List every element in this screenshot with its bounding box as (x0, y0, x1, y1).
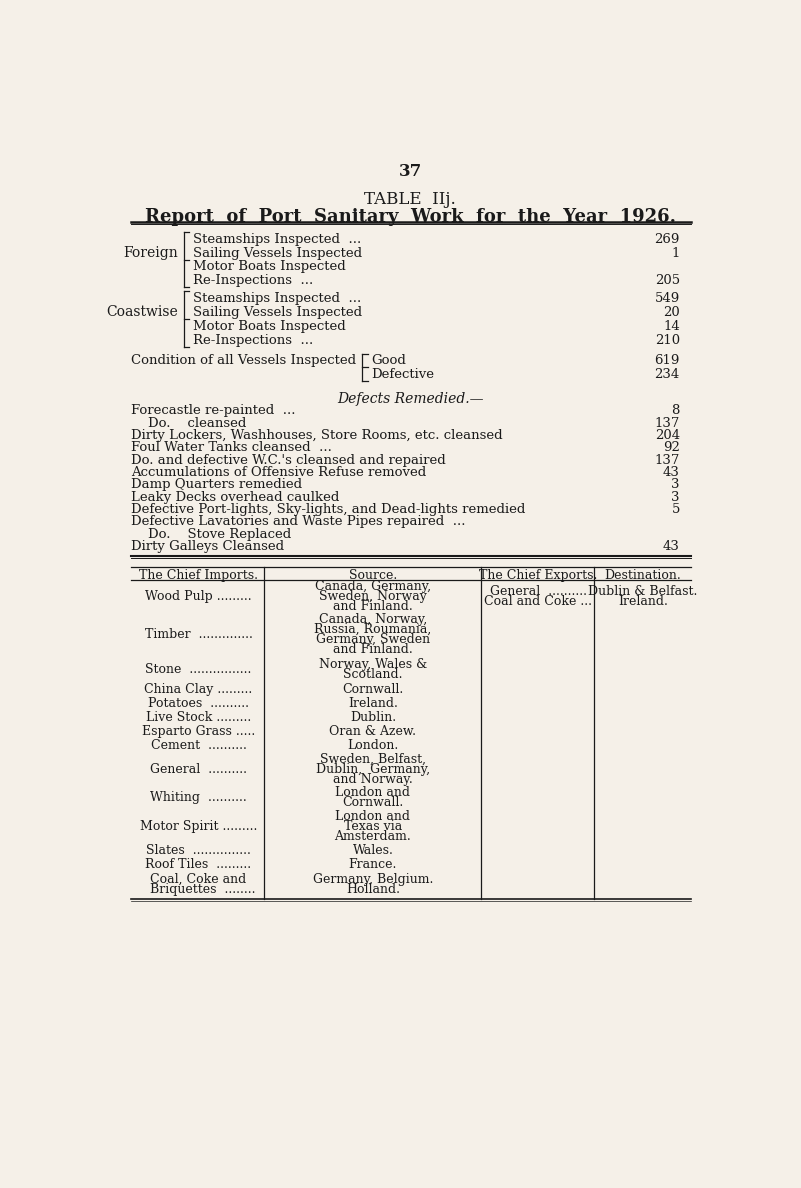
Text: Good: Good (372, 354, 406, 367)
Text: 5: 5 (671, 503, 680, 516)
Text: 43: 43 (663, 539, 680, 552)
Text: Esparto Grass .....: Esparto Grass ..... (142, 725, 256, 738)
Text: 1: 1 (671, 247, 680, 259)
Text: London and: London and (336, 810, 410, 823)
Text: 43: 43 (663, 466, 680, 479)
Text: Wales.: Wales. (352, 843, 393, 857)
Text: Briquettes  ........: Briquettes ........ (142, 883, 256, 896)
Text: 137: 137 (654, 454, 680, 467)
Text: Ireland.: Ireland. (348, 697, 398, 710)
Text: Re-Inspections  ...: Re-Inspections ... (193, 274, 313, 287)
Text: Leaky Decks overhead caulked: Leaky Decks overhead caulked (131, 491, 340, 504)
Text: Defective Lavatories and Waste Pipes repaired  ...: Defective Lavatories and Waste Pipes rep… (131, 516, 465, 529)
Text: Do.    cleansed: Do. cleansed (131, 417, 247, 430)
Text: 619: 619 (654, 354, 680, 367)
Text: Sweden, Norway: Sweden, Norway (319, 590, 427, 604)
Text: Do. and defective W.C.'s cleansed and repaired: Do. and defective W.C.'s cleansed and re… (131, 454, 446, 467)
Text: Report  of  Port  Sanitary  Work  for  the  Year  1926.: Report of Port Sanitary Work for the Yea… (145, 208, 675, 226)
Text: 8: 8 (671, 404, 680, 417)
Text: and Finland.: and Finland. (333, 643, 413, 656)
Text: Canada, Germany,: Canada, Germany, (315, 580, 431, 593)
Text: Live Stock .........: Live Stock ......... (146, 712, 252, 725)
Text: Motor Boats Inspected: Motor Boats Inspected (193, 320, 346, 333)
Text: Ireland.: Ireland. (618, 595, 668, 608)
Text: Stone  ................: Stone ................ (145, 663, 252, 676)
Text: The Chief Imports.: The Chief Imports. (139, 569, 258, 582)
Text: France.: France. (348, 858, 397, 871)
Text: Scotland.: Scotland. (343, 669, 403, 682)
Text: Motor Spirit .........: Motor Spirit ......... (140, 820, 257, 833)
Text: TABLE  IIj.: TABLE IIj. (364, 191, 456, 208)
Text: Forecastle re-painted  ...: Forecastle re-painted ... (131, 404, 296, 417)
Text: Steamships Inspected  ...: Steamships Inspected ... (193, 233, 361, 246)
Text: Dirty Lockers, Washhouses, Store Rooms, etc. cleansed: Dirty Lockers, Washhouses, Store Rooms, … (131, 429, 503, 442)
Text: Accumulations of Offensive Refuse removed: Accumulations of Offensive Refuse remove… (131, 466, 426, 479)
Text: 137: 137 (654, 417, 680, 430)
Text: 3: 3 (671, 479, 680, 492)
Text: and Norway.: and Norway. (333, 773, 413, 785)
Text: 20: 20 (663, 305, 680, 318)
Text: Texas via: Texas via (344, 820, 402, 833)
Text: 234: 234 (654, 368, 680, 381)
Text: Source.: Source. (348, 569, 397, 582)
Text: Dublin,  Germany,: Dublin, Germany, (316, 763, 430, 776)
Text: Cement  ..........: Cement .......... (151, 739, 247, 752)
Text: London.: London. (348, 739, 399, 752)
Text: 3: 3 (671, 491, 680, 504)
Text: Motor Boats Inspected: Motor Boats Inspected (193, 260, 346, 273)
Text: General  ..........: General .......... (489, 586, 586, 599)
Text: Dublin.: Dublin. (350, 712, 396, 725)
Text: Norway, Wales &: Norway, Wales & (319, 658, 427, 671)
Text: Defects Remedied.—: Defects Remedied.— (337, 392, 483, 406)
Text: Amsterdam.: Amsterdam. (335, 829, 411, 842)
Text: Russia, Roumania,: Russia, Roumania, (314, 623, 432, 636)
Text: Coal, Coke and: Coal, Coke and (151, 872, 247, 885)
Text: 204: 204 (654, 429, 680, 442)
Text: Holland.: Holland. (346, 883, 400, 896)
Text: London and: London and (336, 786, 410, 800)
Text: Oran & Azew.: Oran & Azew. (329, 725, 417, 738)
Text: Condition of all Vessels Inspected: Condition of all Vessels Inspected (131, 354, 356, 367)
Text: Timber  ..............: Timber .............. (145, 628, 252, 642)
Text: Steamships Inspected  ...: Steamships Inspected ... (193, 292, 361, 305)
Text: 210: 210 (654, 334, 680, 347)
Text: China Clay .........: China Clay ......... (144, 683, 252, 696)
Text: 269: 269 (654, 233, 680, 246)
Text: Potatoes  ..........: Potatoes .......... (148, 697, 249, 710)
Text: 14: 14 (663, 320, 680, 333)
Text: Sweden, Belfast,: Sweden, Belfast, (320, 753, 426, 766)
Text: Defective Port-lights, Sky-lights, and Dead-lights remedied: Defective Port-lights, Sky-lights, and D… (131, 503, 525, 516)
Text: Coastwise: Coastwise (106, 305, 178, 318)
Text: Sailing Vessels Inspected: Sailing Vessels Inspected (193, 247, 362, 259)
Text: Germany, Belgium.: Germany, Belgium. (312, 872, 433, 885)
Text: The Chief Exports.: The Chief Exports. (479, 569, 598, 582)
Text: Cornwall.: Cornwall. (342, 796, 404, 809)
Text: Foul Water Tanks cleansed  ...: Foul Water Tanks cleansed ... (131, 441, 332, 454)
Text: Sailing Vessels Inspected: Sailing Vessels Inspected (193, 305, 362, 318)
Text: General  ..........: General .......... (150, 763, 247, 776)
Text: Foreign: Foreign (123, 246, 178, 260)
Text: Whiting  ..........: Whiting .......... (150, 791, 247, 804)
Text: Cornwall.: Cornwall. (342, 683, 404, 696)
Text: 92: 92 (663, 441, 680, 454)
Text: Canada, Norway,: Canada, Norway, (319, 613, 427, 626)
Text: Roof Tiles  .........: Roof Tiles ......... (146, 858, 252, 871)
Text: Re-Inspections  ...: Re-Inspections ... (193, 334, 313, 347)
Text: Defective: Defective (372, 368, 434, 381)
Text: Dublin & Belfast.: Dublin & Belfast. (588, 586, 698, 599)
Text: Do.    Stove Replaced: Do. Stove Replaced (131, 527, 292, 541)
Text: Slates  ...............: Slates ............... (146, 843, 251, 857)
Text: 549: 549 (654, 292, 680, 305)
Text: and Finland.: and Finland. (333, 600, 413, 613)
Text: Coal and Coke ...: Coal and Coke ... (484, 595, 592, 608)
Text: Dirty Galleys Cleansed: Dirty Galleys Cleansed (131, 539, 284, 552)
Text: Wood Pulp .........: Wood Pulp ......... (145, 590, 252, 604)
Text: Damp Quarters remedied: Damp Quarters remedied (131, 479, 302, 492)
Text: Destination.: Destination. (605, 569, 682, 582)
Text: 37: 37 (399, 163, 422, 181)
Text: 205: 205 (654, 274, 680, 287)
Text: Germany, Sweden: Germany, Sweden (316, 633, 430, 646)
